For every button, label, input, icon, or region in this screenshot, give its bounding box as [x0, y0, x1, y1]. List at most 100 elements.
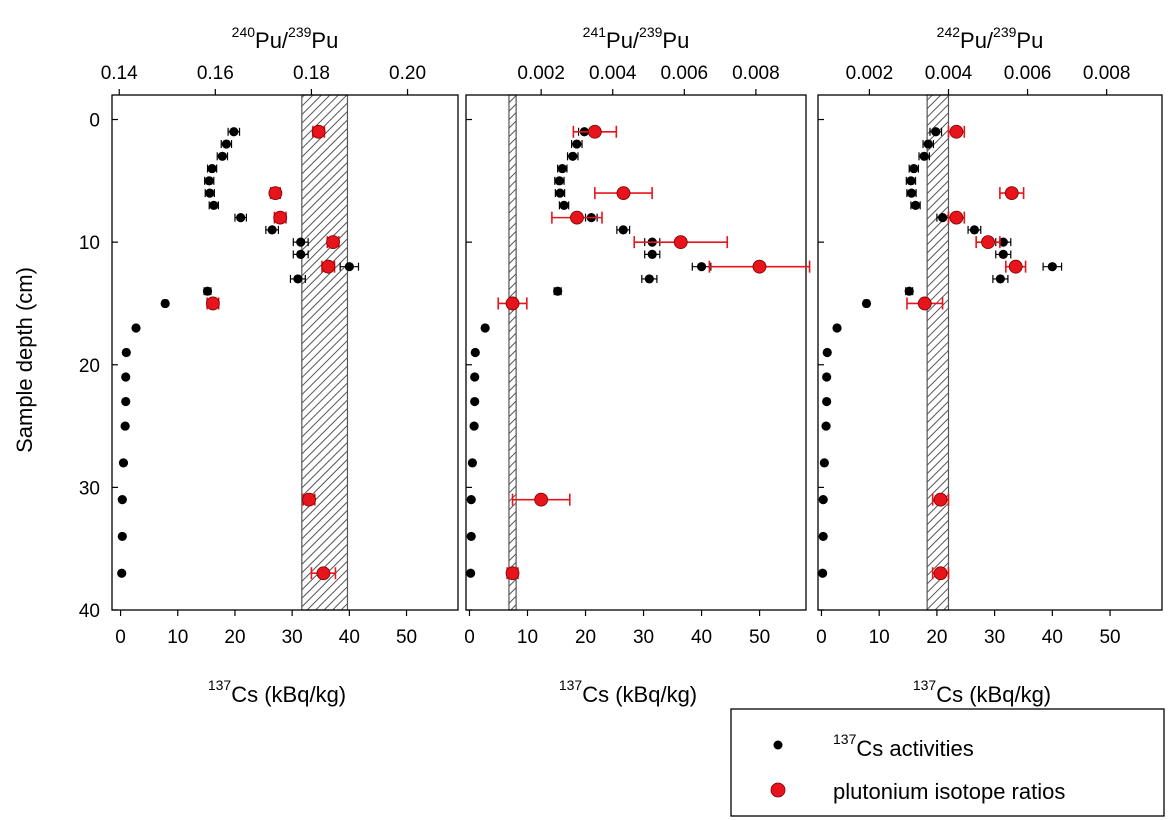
cs-point: [160, 298, 170, 309]
pu-point: [268, 186, 283, 200]
cs-point: [818, 568, 828, 578]
cs-point: [553, 286, 563, 296]
x-top-label-sup2: 239: [993, 24, 1017, 40]
x-bottom-label: 137Cs (kBq/kg): [559, 677, 697, 707]
cs-point: [207, 163, 217, 174]
x-bottom-tick-label: 20: [224, 627, 245, 648]
panel-3: 0 10 20 30 40 50 0.002 0.004 0.006 0.008 242Pu/239…: [816, 24, 1163, 707]
cs-point: [466, 568, 476, 578]
cs-point: [568, 151, 578, 161]
pu-point: [752, 259, 767, 274]
legend: 137Cs activities plutonium isotope ratio…: [730, 708, 1165, 817]
pu-point: [311, 124, 326, 139]
x-top-tick-label: 0.002: [846, 63, 894, 84]
cs-point: [229, 127, 239, 137]
x-bottom-tick-label: 50: [1099, 627, 1120, 648]
pu-point: [534, 492, 549, 507]
x-top-label-end: Pu: [662, 28, 689, 53]
cs-point: [572, 139, 582, 149]
cs-point: [821, 421, 831, 431]
cs-point: [466, 531, 476, 542]
cs-point: [121, 396, 131, 407]
cs-point: [644, 274, 654, 284]
x-bottom-tick-label: 0: [115, 627, 126, 648]
x-top-label-mid: Pu/: [960, 28, 994, 53]
x-bottom-tick-label: 30: [633, 627, 654, 648]
cs-point: [293, 274, 303, 284]
x-top-label-mid: Pu/: [606, 28, 640, 53]
x-top-tick-label: 0.006: [1004, 63, 1052, 84]
cs-point: [909, 163, 919, 174]
x-top-tick-label: 0.14: [101, 63, 138, 84]
pu-point: [505, 566, 520, 581]
x-bottom-tick-label: 50: [396, 627, 417, 648]
cs-point: [296, 237, 306, 247]
x-top-tick-label: 0.006: [661, 63, 709, 84]
pu-point: [326, 235, 340, 250]
cs-point: [906, 188, 917, 198]
cs-point: [467, 458, 477, 468]
x-top-tick-label: 0.008: [732, 63, 780, 84]
cs-point: [818, 531, 828, 542]
cs-point: [221, 139, 231, 149]
x-bottom-label-text: Cs (kBq/kg): [231, 682, 346, 707]
cs-point: [117, 531, 127, 542]
cs-point: [910, 200, 921, 210]
x-top-tick-label: 0.002: [517, 63, 565, 84]
x-top-tick-label: 0.004: [589, 63, 637, 84]
plot-frame: [817, 94, 1163, 611]
cs-point: [131, 323, 141, 333]
cs-point: [819, 458, 829, 468]
cs-point: [470, 396, 480, 407]
plot-frame: [111, 94, 459, 611]
legend-label-cs-text: Cs activities: [856, 736, 973, 761]
pu-point: [673, 235, 688, 250]
y-tick-label: 40: [79, 601, 100, 622]
x-bottom-tick-label: 0: [464, 627, 475, 648]
x-top-tick-label: 0.16: [197, 63, 234, 84]
x-bottom-tick-label: 10: [517, 627, 538, 648]
cs-point: [696, 262, 707, 272]
reference-band: [926, 94, 950, 611]
cs-point: [120, 421, 130, 431]
cs-point: [861, 298, 872, 309]
cs-point: [117, 495, 127, 505]
x-bottom-tick-label: 10: [167, 627, 188, 648]
legend-label-pu: plutonium isotope ratios: [833, 779, 1065, 804]
pu-point: [570, 210, 584, 225]
pu-point: [273, 210, 288, 225]
y-axis-label: Sample depth (cm): [12, 267, 37, 453]
cs-point: [117, 568, 127, 578]
x-bottom-tick-label: 20: [575, 627, 596, 648]
x-bottom-tick-label: 20: [926, 627, 947, 648]
y-tick-label: 30: [79, 478, 100, 499]
cs-point: [923, 139, 933, 149]
cs-point: [469, 421, 479, 431]
x-top-label-sup1: 240: [232, 24, 256, 40]
cs-point: [555, 188, 565, 198]
cs-point: [121, 372, 131, 382]
cs-point: [906, 176, 916, 186]
x-bottom-label-sup: 137: [913, 677, 937, 693]
cs-point: [1047, 262, 1057, 272]
pu-point: [933, 566, 948, 581]
cs-point: [818, 495, 828, 505]
cs-point: [938, 213, 948, 223]
cs-point: [204, 176, 214, 186]
pu-point: [316, 566, 331, 581]
cs-point: [209, 200, 219, 210]
x-top-label: 240Pu/239Pu: [232, 24, 339, 53]
cs-point: [344, 262, 354, 272]
cs-point: [822, 372, 832, 382]
pu-point: [587, 124, 602, 139]
cs-point: [466, 495, 476, 505]
cs-point: [267, 225, 277, 235]
cs-point: [919, 151, 929, 161]
cs-point: [236, 213, 246, 223]
legend-marker-pu: [770, 782, 786, 798]
pu-point: [949, 210, 964, 225]
pu-point: [505, 296, 520, 311]
cs-point: [559, 200, 569, 210]
x-bottom-tick-label: 30: [282, 627, 303, 648]
legend-box: [730, 708, 1165, 817]
